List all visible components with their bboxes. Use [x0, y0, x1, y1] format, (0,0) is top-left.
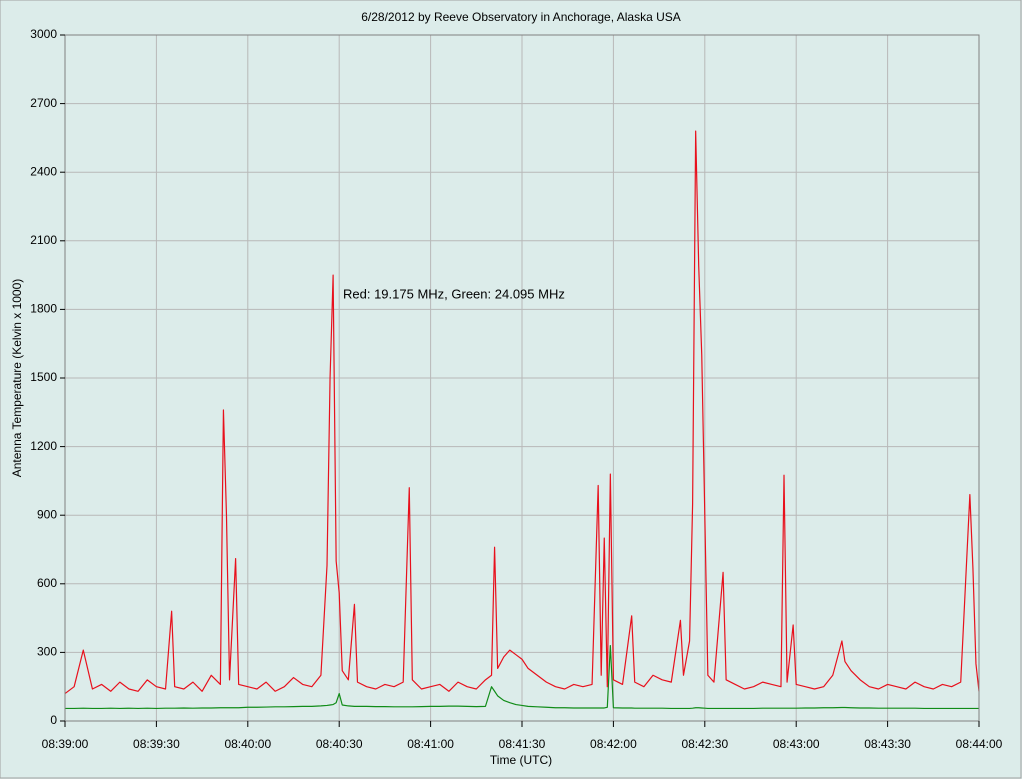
- y-tick-label: 0: [50, 713, 57, 727]
- annotation: Red: 19.175 MHz, Green: 24.095 MHz: [343, 286, 565, 301]
- chart-title: 6/28/2012 by Reeve Observatory in Anchor…: [361, 10, 681, 24]
- x-tick-label: 08:39:00: [42, 737, 89, 751]
- x-tick-label: 08:40:30: [316, 737, 363, 751]
- x-tick-label: 08:41:00: [407, 737, 454, 751]
- y-tick-label: 1800: [30, 302, 57, 316]
- x-tick-label: 08:43:30: [864, 737, 911, 751]
- x-tick-label: 08:44:00: [956, 737, 1003, 751]
- y-tick-label: 1500: [30, 370, 57, 384]
- y-tick-label: 600: [37, 576, 57, 590]
- y-tick-label: 3000: [30, 27, 57, 41]
- y-tick-label: 300: [37, 645, 57, 659]
- series-line: [65, 644, 979, 710]
- x-tick-label: 08:42:30: [681, 737, 728, 751]
- x-tick-label: 08:42:00: [590, 737, 637, 751]
- x-tick-label: 08:41:30: [499, 737, 546, 751]
- y-tick-label: 2400: [30, 164, 57, 178]
- series-line: [64, 130, 980, 695]
- y-axis-label: Antenna Temperature (Kelvin x 1000): [10, 279, 24, 478]
- x-tick-label: 08:40:00: [224, 737, 271, 751]
- y-tick-label: 2700: [30, 96, 57, 110]
- y-tick-label: 1200: [30, 439, 57, 453]
- y-tick-label: 2100: [30, 233, 57, 247]
- x-tick-label: 08:43:00: [773, 737, 820, 751]
- x-axis-label: Time (UTC): [490, 753, 552, 767]
- x-tick-label: 08:39:30: [133, 737, 180, 751]
- y-tick-label: 900: [37, 507, 57, 521]
